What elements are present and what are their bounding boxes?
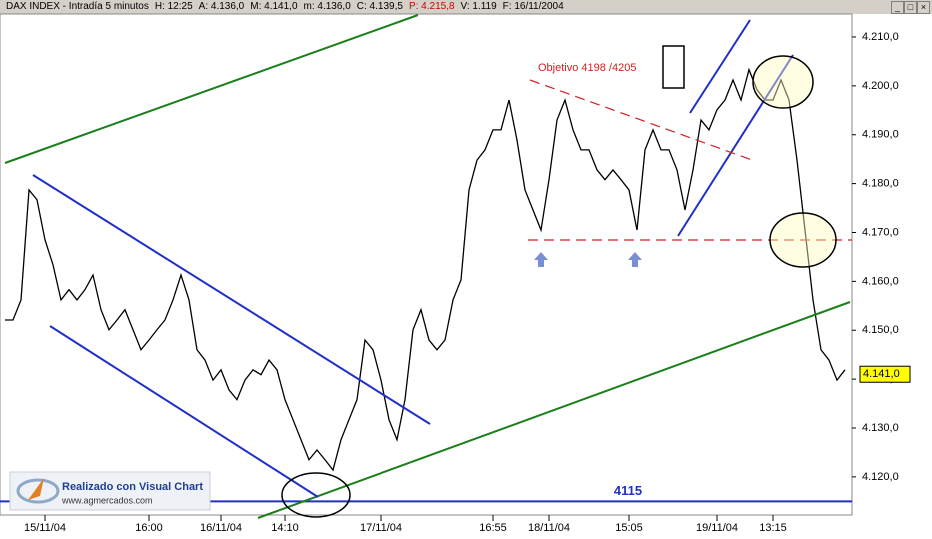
x-tick-label: 14:10 xyxy=(271,522,299,534)
header-field: P: 4.215,8 xyxy=(408,1,455,12)
y-tick-label: 4.160,0 xyxy=(862,275,899,287)
grid-layer xyxy=(44,36,856,521)
x-tick-label: 15/11/04 xyxy=(24,522,66,534)
circle xyxy=(281,472,351,518)
y-tick-label: 4.190,0 xyxy=(862,129,899,141)
y-tick-label: 4.130,0 xyxy=(862,422,899,434)
y-tick-label: 4.120,0 xyxy=(862,471,899,483)
header-field: H: 12:25 xyxy=(154,1,193,12)
x-tick-label: 16/11/04 xyxy=(200,522,242,534)
x-tick-label: 18/11/04 xyxy=(528,522,570,534)
trend-line xyxy=(257,301,851,519)
header-field: M: 4.141,0 xyxy=(250,1,298,12)
y-tick-label: 4.200,0 xyxy=(862,80,899,92)
rectangle xyxy=(662,45,685,89)
y-tick-label: 4.150,0 xyxy=(862,324,899,336)
dashed-line xyxy=(529,79,753,161)
header-field: DAX INDEX - Intradía 5 minutos xyxy=(6,1,149,12)
x-tick-label: 17/11/04 xyxy=(360,522,402,534)
x-tick-label: 16:55 xyxy=(479,522,507,534)
circle xyxy=(769,212,837,268)
support-label: 4115 xyxy=(614,483,642,498)
price-line xyxy=(5,67,846,472)
header-field: m: 4.136,0 xyxy=(303,1,351,12)
last-price-box xyxy=(859,365,911,383)
logo-url: www.agmercados.com xyxy=(61,495,153,505)
arrow xyxy=(628,252,642,267)
header-field: A: 4.136,0 xyxy=(198,1,245,12)
logo-title: Realizado con Visual Chart xyxy=(62,481,203,493)
header-field: F: 16/11/2004 xyxy=(502,1,564,12)
trend-line xyxy=(4,14,419,164)
close-button[interactable]: × xyxy=(917,1,930,14)
channel-line xyxy=(32,174,431,425)
logo-icon xyxy=(28,478,44,500)
channel-line xyxy=(689,19,751,114)
x-tick-label: 16:00 xyxy=(135,522,163,534)
y-tick-label: 4.210,0 xyxy=(862,31,899,43)
plot-frame xyxy=(0,13,853,516)
header-field: C: 4.139,5 xyxy=(356,1,403,12)
x-tick-label: 19/11/04 xyxy=(696,522,738,534)
minimize-button[interactable]: _ xyxy=(891,1,904,14)
annotation: Objetivo 4198 /4205 xyxy=(538,62,636,74)
arrow xyxy=(534,252,548,267)
header-bar: DAX INDEX - Intradía 5 minutos H: 12:25 A:… xyxy=(0,0,932,14)
logo: Realizado con Visual Chart www.agmercado… xyxy=(9,471,211,511)
logo-box xyxy=(9,471,211,511)
x-tick-label: 13:15 xyxy=(759,522,787,534)
drawings xyxy=(4,14,852,519)
channel-line xyxy=(49,325,319,498)
circle xyxy=(752,55,814,109)
y-tick-label: 4.170,0 xyxy=(862,226,899,238)
channel-line xyxy=(677,54,794,237)
header-field: V: 1.119 xyxy=(460,1,497,12)
maximize-button[interactable]: □ xyxy=(904,1,917,14)
x-tick-label: 15:05 xyxy=(615,522,643,534)
logo-icon xyxy=(16,478,60,504)
y-tick-label: 4.180,0 xyxy=(862,178,899,190)
last-price-label: 4.141,0 xyxy=(863,368,900,380)
